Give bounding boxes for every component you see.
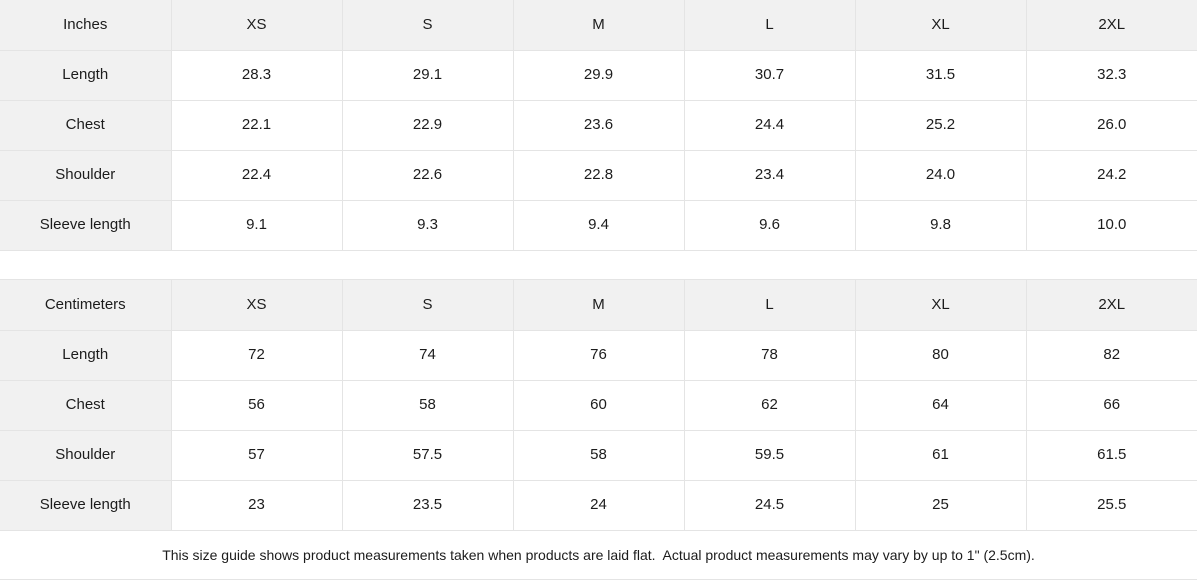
- cell-value: 61.5: [1026, 430, 1197, 481]
- row-label-shoulder: Shoulder: [0, 430, 172, 481]
- cell-value: 9.8: [855, 200, 1027, 251]
- size-header-l: L: [684, 0, 856, 51]
- row-label-shoulder: Shoulder: [0, 150, 172, 201]
- cell-value: 23.5: [342, 480, 514, 531]
- size-header-2xl: 2XL: [1026, 280, 1197, 331]
- cell-value: 24.4: [684, 100, 856, 151]
- cell-value: 80: [855, 330, 1027, 381]
- cell-value: 29.1: [342, 50, 514, 101]
- row-label-sleeve-length: Sleeve length: [0, 200, 172, 251]
- cell-value: 58: [513, 430, 685, 481]
- cell-value: 9.4: [513, 200, 685, 251]
- cell-value: 28.3: [171, 50, 343, 101]
- table-spacer: [0, 250, 1197, 281]
- table-header-inches: Inches XS S M L XL 2XL: [0, 0, 1197, 51]
- cell-value: 22.9: [342, 100, 514, 151]
- table-row: Chest 56 58 60 62 64 66: [0, 380, 1197, 431]
- cell-value: 10.0: [1026, 200, 1197, 251]
- table-body-inches: Length 28.3 29.1 29.9 30.7 31.5 32.3 Che…: [0, 50, 1197, 251]
- cell-value: 82: [1026, 330, 1197, 381]
- row-label-sleeve-length: Sleeve length: [0, 480, 172, 531]
- size-header-m: M: [513, 0, 685, 51]
- cell-value: 9.6: [684, 200, 856, 251]
- cell-value: 24.2: [1026, 150, 1197, 201]
- size-header-2xl: 2XL: [1026, 0, 1197, 51]
- cell-value: 9.3: [342, 200, 514, 251]
- cell-value: 29.9: [513, 50, 685, 101]
- cell-value: 57: [171, 430, 343, 481]
- size-header-l: L: [684, 280, 856, 331]
- table-row: Shoulder 22.4 22.6 22.8 23.4 24.0 24.2: [0, 150, 1197, 201]
- table-row: Chest 22.1 22.9 23.6 24.4 25.2 26.0: [0, 100, 1197, 151]
- size-header-s: S: [342, 280, 514, 331]
- cell-value: 22.4: [171, 150, 343, 201]
- cell-value: 25: [855, 480, 1027, 531]
- size-header-xs: XS: [171, 0, 343, 51]
- cell-value: 25.5: [1026, 480, 1197, 531]
- cell-value: 23.4: [684, 150, 856, 201]
- cell-value: 22.6: [342, 150, 514, 201]
- cell-value: 60: [513, 380, 685, 431]
- cell-value: 24.5: [684, 480, 856, 531]
- table-row: Length 28.3 29.1 29.9 30.7 31.5 32.3: [0, 50, 1197, 101]
- header-row: Centimeters XS S M L XL 2XL: [0, 280, 1197, 331]
- row-label-length: Length: [0, 50, 172, 101]
- cell-value: 23.6: [513, 100, 685, 151]
- cell-value: 24.0: [855, 150, 1027, 201]
- size-table-centimeters: Centimeters XS S M L XL 2XL Length 72 74…: [0, 280, 1197, 531]
- cell-value: 76: [513, 330, 685, 381]
- cell-value: 23: [171, 480, 343, 531]
- cell-value: 22.8: [513, 150, 685, 201]
- table-row: Sleeve length 9.1 9.3 9.4 9.6 9.8 10.0: [0, 200, 1197, 251]
- size-header-xl: XL: [855, 0, 1027, 51]
- cell-value: 74: [342, 330, 514, 381]
- cell-value: 25.2: [855, 100, 1027, 151]
- cell-value: 64: [855, 380, 1027, 431]
- cell-value: 59.5: [684, 430, 856, 481]
- row-label-chest: Chest: [0, 100, 172, 151]
- row-label-chest: Chest: [0, 380, 172, 431]
- cell-value: 61: [855, 430, 1027, 481]
- size-table-inches: Inches XS S M L XL 2XL Length 28.3 29.1 …: [0, 0, 1197, 251]
- cell-value: 58: [342, 380, 514, 431]
- table-body-centimeters: Length 72 74 76 78 80 82 Chest 56 58 60 …: [0, 330, 1197, 531]
- size-guide-footnote: This size guide shows product measuremen…: [0, 530, 1197, 580]
- row-label-length: Length: [0, 330, 172, 381]
- cell-value: 22.1: [171, 100, 343, 151]
- cell-value: 62: [684, 380, 856, 431]
- size-header-xl: XL: [855, 280, 1027, 331]
- cell-value: 57.5: [342, 430, 514, 481]
- size-header-xs: XS: [171, 280, 343, 331]
- cell-value: 78: [684, 330, 856, 381]
- cell-value: 9.1: [171, 200, 343, 251]
- table-header-centimeters: Centimeters XS S M L XL 2XL: [0, 280, 1197, 331]
- size-header-s: S: [342, 0, 514, 51]
- unit-header-centimeters: Centimeters: [0, 280, 172, 331]
- cell-value: 30.7: [684, 50, 856, 101]
- cell-value: 32.3: [1026, 50, 1197, 101]
- cell-value: 56: [171, 380, 343, 431]
- table-row: Sleeve length 23 23.5 24 24.5 25 25.5: [0, 480, 1197, 531]
- size-header-m: M: [513, 280, 685, 331]
- cell-value: 66: [1026, 380, 1197, 431]
- cell-value: 26.0: [1026, 100, 1197, 151]
- cell-value: 24: [513, 480, 685, 531]
- cell-value: 31.5: [855, 50, 1027, 101]
- table-row: Length 72 74 76 78 80 82: [0, 330, 1197, 381]
- header-row: Inches XS S M L XL 2XL: [0, 0, 1197, 51]
- cell-value: 72: [171, 330, 343, 381]
- table-row: Shoulder 57 57.5 58 59.5 61 61.5: [0, 430, 1197, 481]
- unit-header-inches: Inches: [0, 0, 172, 51]
